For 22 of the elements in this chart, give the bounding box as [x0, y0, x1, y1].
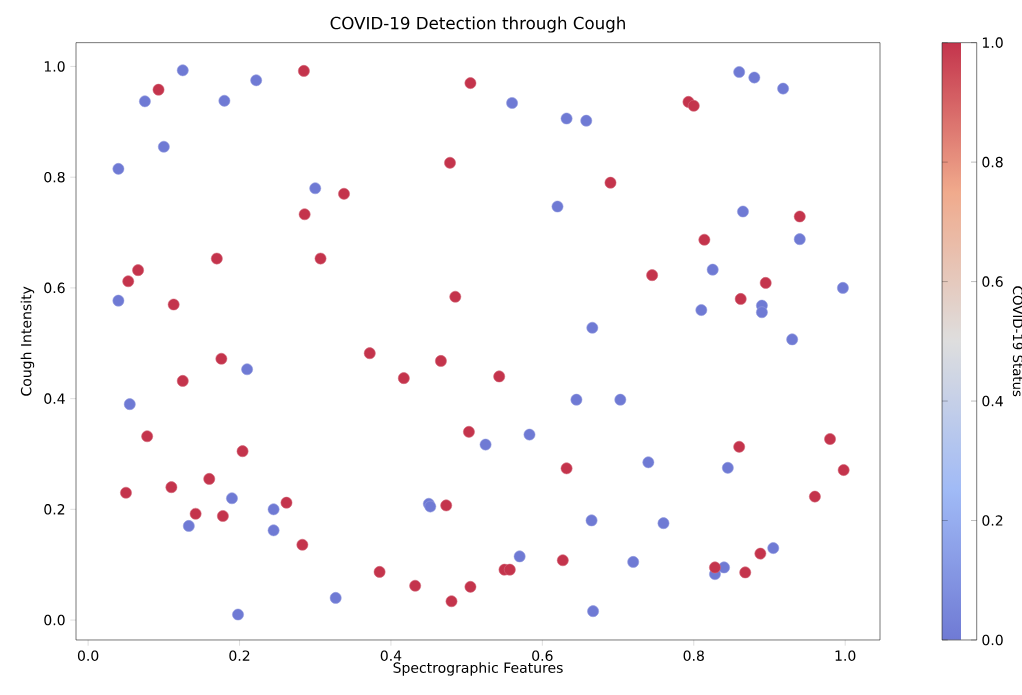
color-bar-label: 0.0: [982, 634, 1003, 646]
color-bar-title: COVID-19 Status: [1012, 286, 1022, 397]
color-bar-label: 0.6: [982, 276, 1003, 287]
y-tick-label: 0.8: [44, 171, 65, 183]
y-tick-label: 0.6: [44, 282, 65, 294]
color-bar-label: 0.4: [982, 395, 1003, 407]
y-tick-label: 1.0: [44, 61, 65, 72]
x-tick-label: 0.0: [77, 650, 99, 661]
x-tick-label: 0.8: [683, 650, 704, 661]
chart-title: COVID-19 Detection through Cough: [330, 16, 625, 33]
y-tick-label: 0.2: [44, 504, 65, 515]
x-tick-label: 0.4: [380, 650, 402, 661]
color-bar-label: 0.8: [982, 156, 1003, 168]
color-bar-label: 1.0: [982, 37, 1003, 48]
x-axis-title: Spectrographic Features: [393, 662, 563, 676]
x-tick-label: 0.2: [229, 650, 250, 661]
color-bar-label: 0.2: [982, 515, 1003, 526]
y-tick-label: 0.4: [44, 393, 65, 404]
y-axis-title: Cough Intensity: [20, 286, 35, 396]
x-tick-label: 1.0: [835, 650, 856, 661]
y-tick-label: 0.0: [44, 614, 65, 626]
x-tick-label: 0.6: [532, 650, 553, 661]
